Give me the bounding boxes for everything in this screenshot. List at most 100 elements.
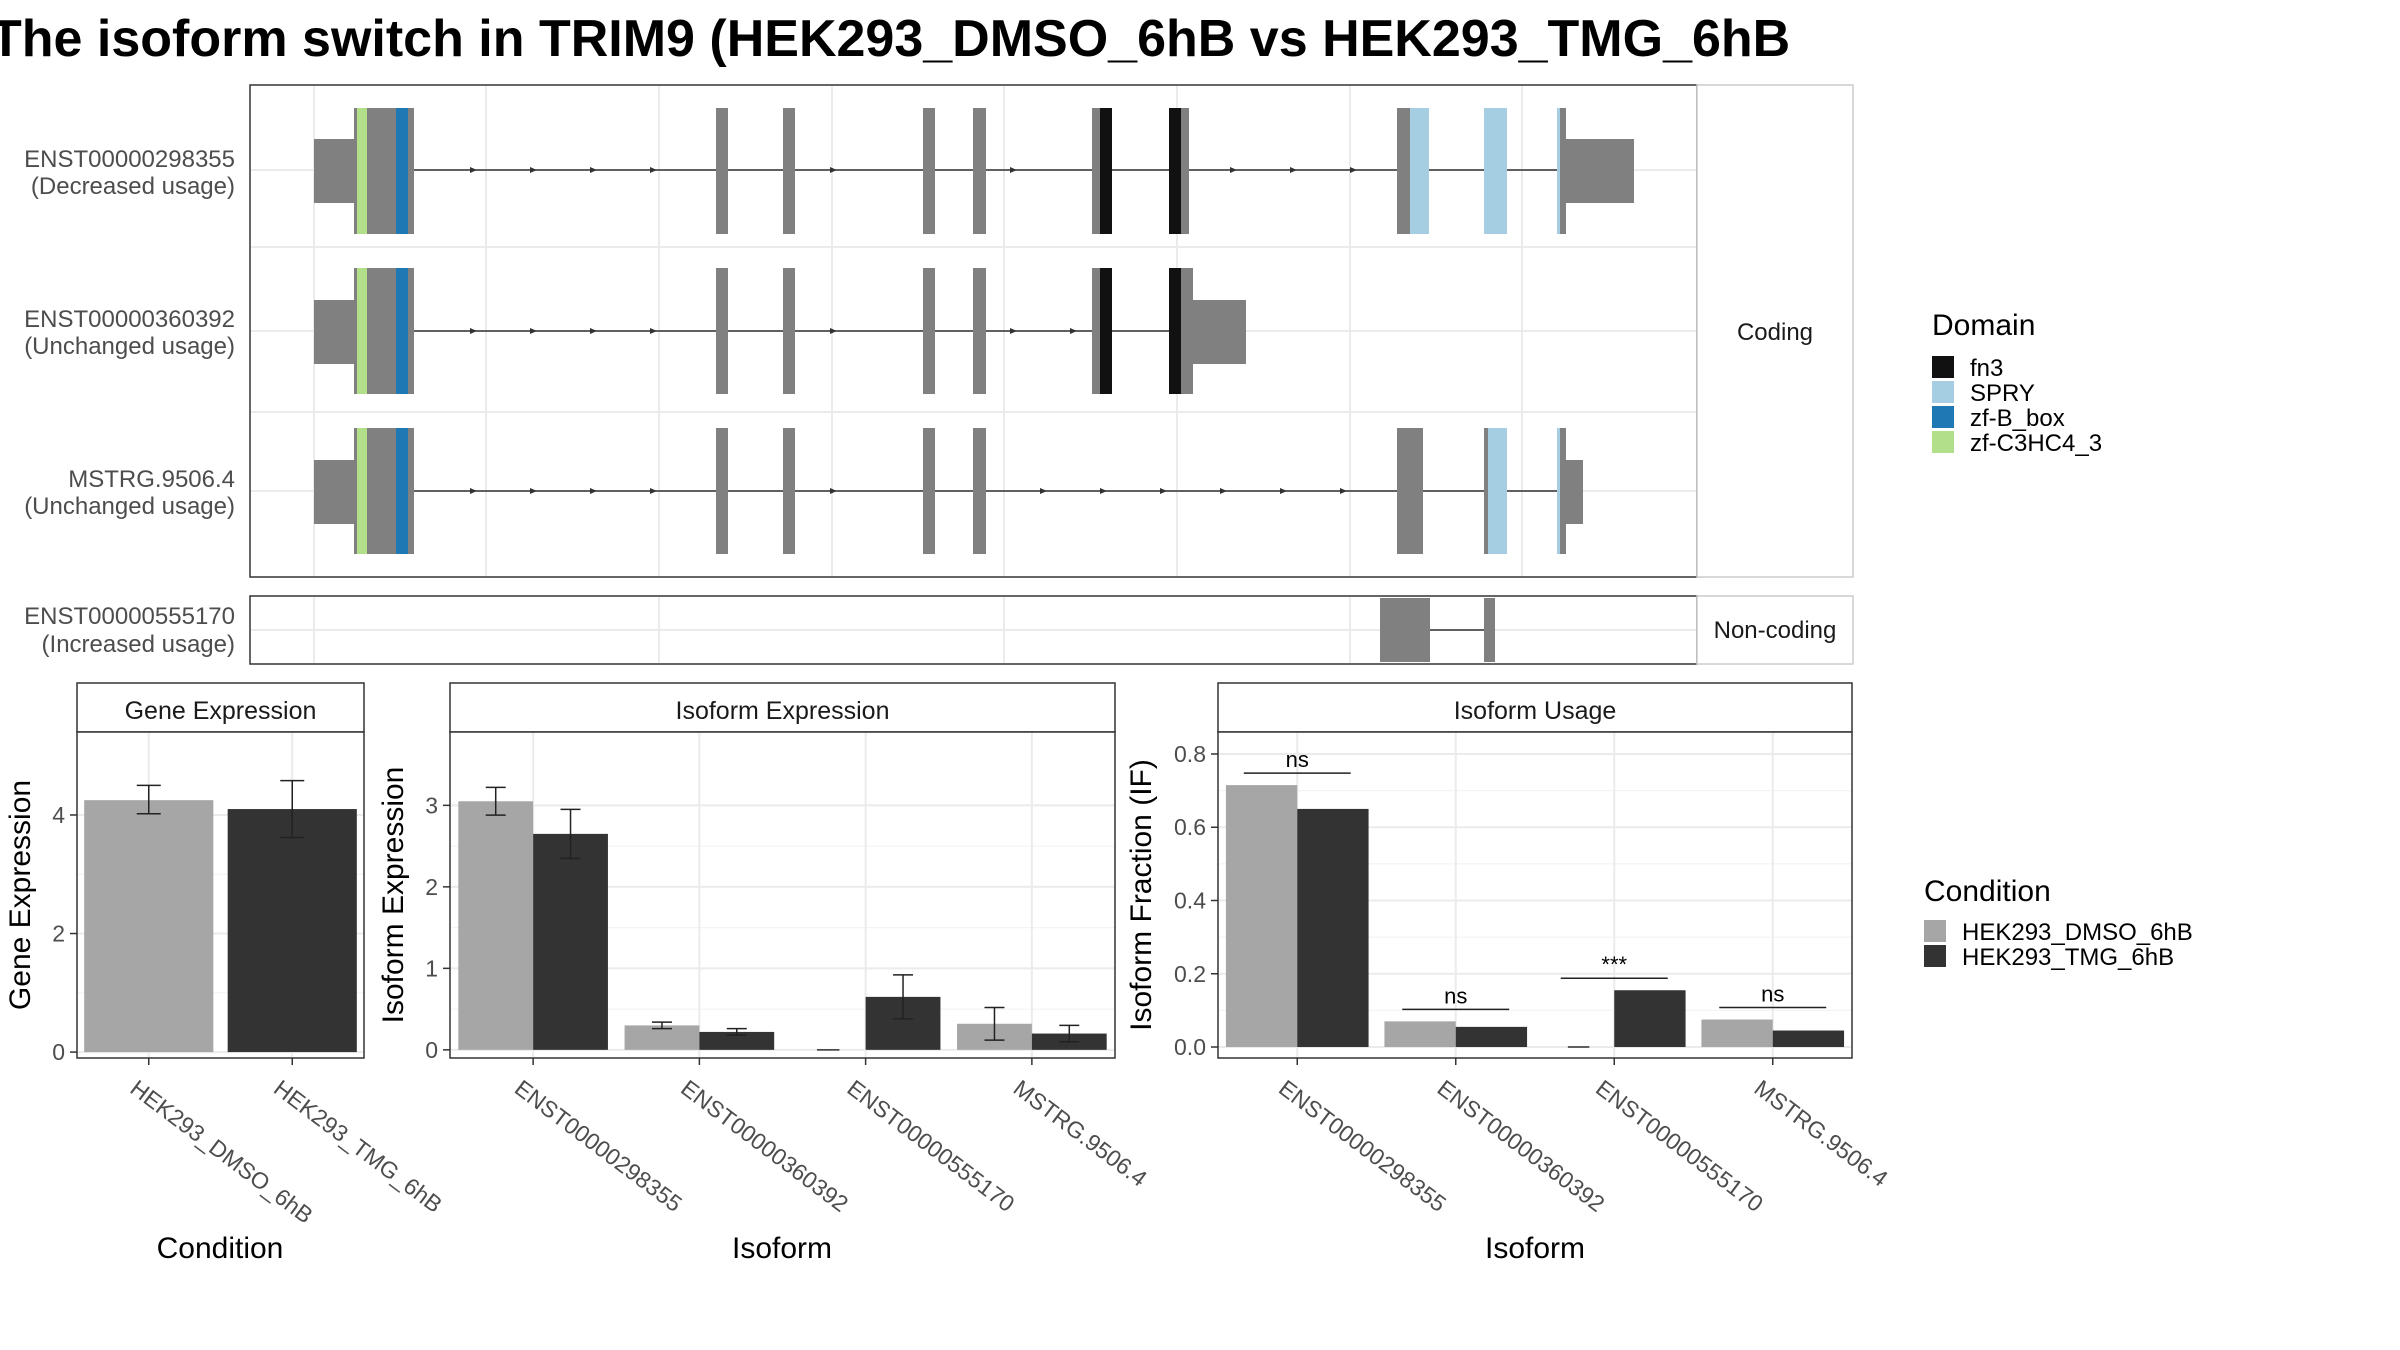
row-label-id: MSTRG.9506.4 bbox=[68, 466, 235, 493]
x-tick-label: ENST00000360392 bbox=[1433, 1075, 1610, 1217]
isoform-row-labels: ENST00000298355 (Decreased usage) ENST00… bbox=[24, 146, 235, 658]
exon bbox=[1557, 108, 1566, 234]
bar bbox=[533, 833, 608, 1050]
x-tick-label: ENST00000360392 bbox=[676, 1075, 853, 1217]
significance-label: ns bbox=[1444, 983, 1467, 1008]
x-tick-label: ENST00000555170 bbox=[1591, 1075, 1768, 1217]
y-tick-label: 2 bbox=[52, 921, 65, 947]
intron-arrows bbox=[470, 167, 1357, 173]
domain-spry bbox=[1557, 428, 1560, 554]
y-tick-label: 0.0 bbox=[1174, 1034, 1206, 1060]
domain-zf-b-box bbox=[396, 428, 408, 554]
transcript-enst00000360392 bbox=[314, 268, 1246, 394]
panel-border bbox=[1217, 731, 1853, 1059]
panel-strip bbox=[449, 682, 1116, 733]
y-tick-label: 4 bbox=[52, 802, 65, 828]
figure-title: The isoform switch in TRIM9 (HEK293_DMSO… bbox=[0, 10, 1790, 68]
condition-legend-title: Condition bbox=[1924, 875, 2051, 908]
x-tick-label: MSTRG.9506.4 bbox=[1009, 1075, 1152, 1192]
utr bbox=[1192, 300, 1246, 364]
panel-title: Isoform Usage bbox=[1454, 697, 1617, 725]
exon bbox=[1397, 428, 1423, 554]
domain-spry bbox=[1488, 428, 1507, 554]
legend-label: zf-C3HC4_3 bbox=[1970, 430, 2102, 457]
significance-label: ns bbox=[1761, 982, 1784, 1007]
legend-key-spry bbox=[1932, 381, 1954, 403]
domain-fn3 bbox=[1169, 108, 1181, 234]
exon bbox=[923, 428, 935, 554]
bar bbox=[1384, 1021, 1456, 1048]
y-tick-label: 0.8 bbox=[1174, 741, 1206, 767]
y-tick-label: 1 bbox=[425, 955, 438, 981]
domain-zf-c3hc4-3 bbox=[357, 428, 367, 554]
utr bbox=[314, 139, 356, 203]
exon bbox=[973, 108, 986, 234]
y-tick-label: 3 bbox=[425, 792, 438, 818]
row-label-id: ENST00000555170 bbox=[24, 603, 235, 630]
row-label-usage: (Decreased usage) bbox=[31, 173, 235, 200]
exon bbox=[716, 268, 728, 394]
exon bbox=[923, 108, 935, 234]
legend-key-zf-c3hc4-3 bbox=[1932, 431, 1954, 453]
intron-arrows bbox=[470, 328, 1077, 334]
panel-border bbox=[76, 731, 365, 1059]
bar bbox=[84, 800, 214, 1053]
row-label-id: ENST00000298355 bbox=[24, 146, 235, 173]
y-tick-label: 0.4 bbox=[1174, 887, 1206, 913]
domain-fn3 bbox=[1100, 268, 1112, 394]
isoform-structure-panel: Coding Non-coding ENST00000298355 (Decre… bbox=[24, 84, 1854, 665]
legend-key-cond1 bbox=[1924, 920, 1946, 942]
y-tick-label: 0.2 bbox=[1174, 961, 1206, 987]
bar bbox=[227, 809, 357, 1053]
exon bbox=[1557, 428, 1566, 554]
domain-spry bbox=[1484, 108, 1507, 234]
bar-panel-3: Isoform Usage ns ns *** ns 0.0 0.2 0.4 0.6 0.8 ENS… bbox=[1125, 682, 1893, 1265]
x-tick-label: ENST00000555170 bbox=[843, 1075, 1020, 1217]
bar bbox=[1225, 785, 1298, 1048]
exon bbox=[783, 268, 795, 394]
exon bbox=[973, 268, 986, 394]
y-tick-label: 0 bbox=[52, 1039, 65, 1065]
bar bbox=[1455, 1026, 1528, 1048]
coding-strip-label: Coding bbox=[1737, 319, 1813, 346]
bar bbox=[1701, 1019, 1773, 1048]
transcript-enst00000555170 bbox=[1380, 598, 1495, 662]
y-axis-title: Isoform Fraction (IF) bbox=[1125, 759, 1158, 1031]
domain-zf-c3hc4-3 bbox=[357, 268, 367, 394]
x-tick-label: ENST00000298355 bbox=[510, 1075, 687, 1217]
row-label-usage: (Increased usage) bbox=[42, 631, 235, 658]
bar bbox=[1772, 1030, 1845, 1048]
x-tick-label: ENST00000298355 bbox=[1274, 1075, 1451, 1217]
y-tick-label: 2 bbox=[425, 874, 438, 900]
transcript-mstrg-9506-4 bbox=[314, 428, 1583, 554]
exon bbox=[783, 108, 795, 234]
utr bbox=[314, 460, 356, 524]
exon bbox=[716, 428, 728, 554]
exon bbox=[973, 428, 986, 554]
y-tick-label: 0 bbox=[425, 1037, 438, 1063]
legend-key-cond2 bbox=[1924, 945, 1946, 967]
y-axis-title: Gene Expression bbox=[4, 780, 37, 1010]
panel-title: Gene Expression bbox=[125, 697, 317, 725]
expression-charts: Gene Expression024HEK293_DMSO_6hBHEK293_… bbox=[4, 682, 1893, 1265]
bar bbox=[458, 801, 534, 1050]
panel-border bbox=[449, 731, 1116, 1059]
legend-label: SPRY bbox=[1970, 380, 2035, 407]
noncoding-strip bbox=[1696, 595, 1854, 665]
bar bbox=[1297, 808, 1369, 1048]
exon bbox=[783, 428, 795, 554]
bar bbox=[1614, 990, 1686, 1048]
significance-label: ns bbox=[1286, 747, 1309, 772]
x-axis-title: Isoform bbox=[1485, 1232, 1585, 1265]
bar-panel-2: Isoform Expression0123ENST00000298355ENS… bbox=[377, 682, 1152, 1265]
panel-title: Isoform Expression bbox=[676, 697, 890, 725]
domain-zf-c3hc4-3 bbox=[357, 108, 367, 234]
domain-zf-b-box bbox=[396, 268, 408, 394]
legend-label: zf-B_box bbox=[1970, 405, 2065, 432]
domain-spry bbox=[1410, 108, 1429, 234]
legend-label: HEK293_DMSO_6hB bbox=[1962, 919, 2193, 946]
y-axis-title: Isoform Expression bbox=[377, 767, 410, 1024]
bar bbox=[699, 1031, 775, 1050]
bar bbox=[624, 1025, 700, 1050]
